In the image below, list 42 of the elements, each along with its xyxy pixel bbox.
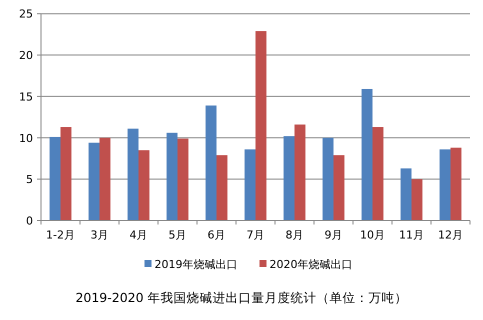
bar [244,149,256,220]
bar [284,136,294,220]
bar [294,124,306,220]
x-tick-label: 6月 [208,228,226,242]
bar [60,127,72,220]
legend-label: 2020年烧碱出口 [270,258,352,271]
x-tick-label: 12月 [438,228,463,242]
bar [400,168,412,220]
bar [412,179,422,220]
bar [100,138,110,220]
y-tick-label: 5 [26,173,33,186]
bar [88,142,100,220]
text: 2019-2020 年我国烧碱进出口量月度统计（单位：万吨） [75,290,408,305]
bar [178,138,188,220]
y-tick-label: 10 [19,132,33,145]
x-tick-label: 11月 [399,228,424,242]
bar [450,148,462,220]
bar [166,132,178,220]
x-tick-label: 7月 [246,228,264,242]
bar [322,138,334,220]
bar [138,150,150,220]
bar [362,88,372,220]
y-tick-label: 25 [19,8,33,21]
x-tick-label: 10月 [360,228,385,242]
x-tick-label: 5月 [168,228,186,242]
bar [206,106,216,220]
bar [256,31,266,220]
x-tick-label: 4月 [130,228,148,242]
x-tick-label: 3月 [90,228,108,242]
bar [334,155,344,220]
x-tick-label: 9月 [324,228,342,242]
y-tick-label: 20 [19,49,33,62]
x-tick-label: 8月 [286,228,304,242]
bar [216,155,228,220]
bar [50,136,60,220]
x-tick-label: 1-2月 [46,228,75,242]
y-tick-label: 0 [26,214,33,228]
bar [128,128,138,220]
bar [372,127,384,220]
y-tick-label: 15 [19,90,33,104]
bar [440,149,450,220]
legend-label: 2019年烧碱出口 [154,258,238,271]
